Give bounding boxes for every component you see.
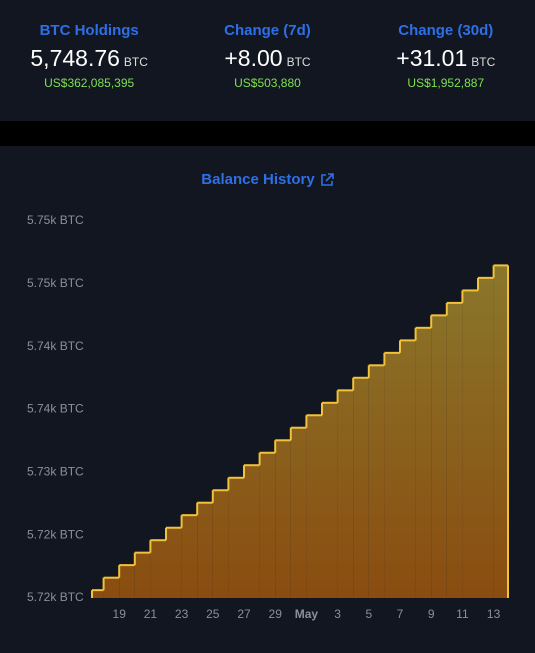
- x-tick-label: 9: [428, 607, 435, 621]
- area-step: [244, 465, 260, 598]
- area-step: [353, 377, 369, 598]
- chart: Balance History 5.72k BTC 5.72k BTC 5.73k …: [0, 146, 535, 653]
- stat-label: BTC Holdings: [39, 22, 139, 39]
- x-tick-label: 13: [487, 607, 501, 621]
- stat-usd: US$1,952,887: [407, 76, 485, 90]
- stat-label: Change (7d): [224, 22, 311, 39]
- stat-unit: BTC: [286, 55, 311, 69]
- area-step: [103, 577, 120, 598]
- x-tick-label: 3: [334, 607, 341, 621]
- x-tick-label: 5: [365, 607, 372, 621]
- x-tick-label: 27: [237, 607, 251, 621]
- stat-value: +8.00 BTC: [224, 45, 311, 71]
- area-step: [181, 515, 198, 598]
- x-tick-label: 11: [456, 607, 469, 621]
- x-tick-label: 23: [175, 607, 189, 621]
- stat-usd: US$503,880: [234, 76, 301, 90]
- area-step: [368, 365, 385, 598]
- stats-panel: BTC Holdings 5,748.76 BTC US$362,085,395 Cha…: [0, 0, 535, 121]
- y-tick-label: 5.73k BTC: [27, 465, 84, 479]
- external-link-icon[interactable]: [321, 173, 334, 186]
- area-step: [92, 590, 104, 598]
- area-step: [478, 277, 494, 598]
- y-tick-label: 5.72k BTC: [27, 527, 84, 541]
- area-step: [166, 527, 182, 598]
- area-step: [462, 290, 478, 598]
- area-step: [384, 352, 400, 598]
- x-tick-label: 21: [144, 607, 158, 621]
- chart-title: Balance History: [201, 171, 315, 188]
- stat-unit: BTC: [123, 55, 148, 69]
- y-tick-label: 5.75k BTC: [27, 213, 84, 227]
- y-tick-label: 5.74k BTC: [27, 339, 84, 353]
- area-step: [400, 340, 416, 598]
- area-step: [415, 327, 432, 598]
- area-step: [493, 265, 508, 598]
- x-tick-label: 7: [397, 607, 404, 621]
- stat-value: +31.01 BTC: [396, 45, 496, 71]
- area-step: [275, 440, 291, 598]
- area-step: [197, 502, 213, 598]
- area-step: [446, 302, 463, 598]
- stat: BTC Holdings 5,748.76 BTC US$362,085,395: [0, 0, 178, 121]
- area-step: [431, 315, 447, 598]
- area-step: [134, 552, 151, 598]
- stat-value: 5,748.76 BTC: [30, 45, 148, 71]
- y-tick-label: 5.74k BTC: [27, 402, 84, 416]
- area-step: [322, 402, 338, 598]
- area-step: [228, 477, 244, 598]
- x-tick-label: 29: [269, 607, 283, 621]
- x-tick-label: 19: [113, 607, 127, 621]
- stat-label: Change (30d): [398, 22, 494, 39]
- area-step: [306, 415, 322, 598]
- y-tick-label: 5.72k BTC: [27, 590, 84, 604]
- area-step: [212, 490, 229, 598]
- area-step: [290, 427, 307, 598]
- x-tick-label: May: [295, 607, 319, 621]
- stat: Change (30d) +31.01 BTC US$1,952,887: [357, 0, 535, 121]
- area-step: [119, 565, 135, 598]
- area-step: [337, 390, 354, 598]
- stat-unit: BTC: [471, 55, 496, 69]
- stat: Change (7d) +8.00 BTC US$503,880: [178, 0, 356, 121]
- y-tick-label: 5.75k BTC: [27, 276, 84, 290]
- area-step: [150, 540, 166, 598]
- stat-usd: US$362,085,395: [44, 76, 135, 90]
- area-step: [259, 452, 276, 598]
- x-tick-label: 25: [206, 607, 220, 621]
